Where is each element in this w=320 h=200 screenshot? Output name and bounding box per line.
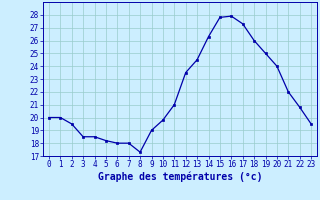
X-axis label: Graphe des températures (°c): Graphe des températures (°c) — [98, 172, 262, 182]
